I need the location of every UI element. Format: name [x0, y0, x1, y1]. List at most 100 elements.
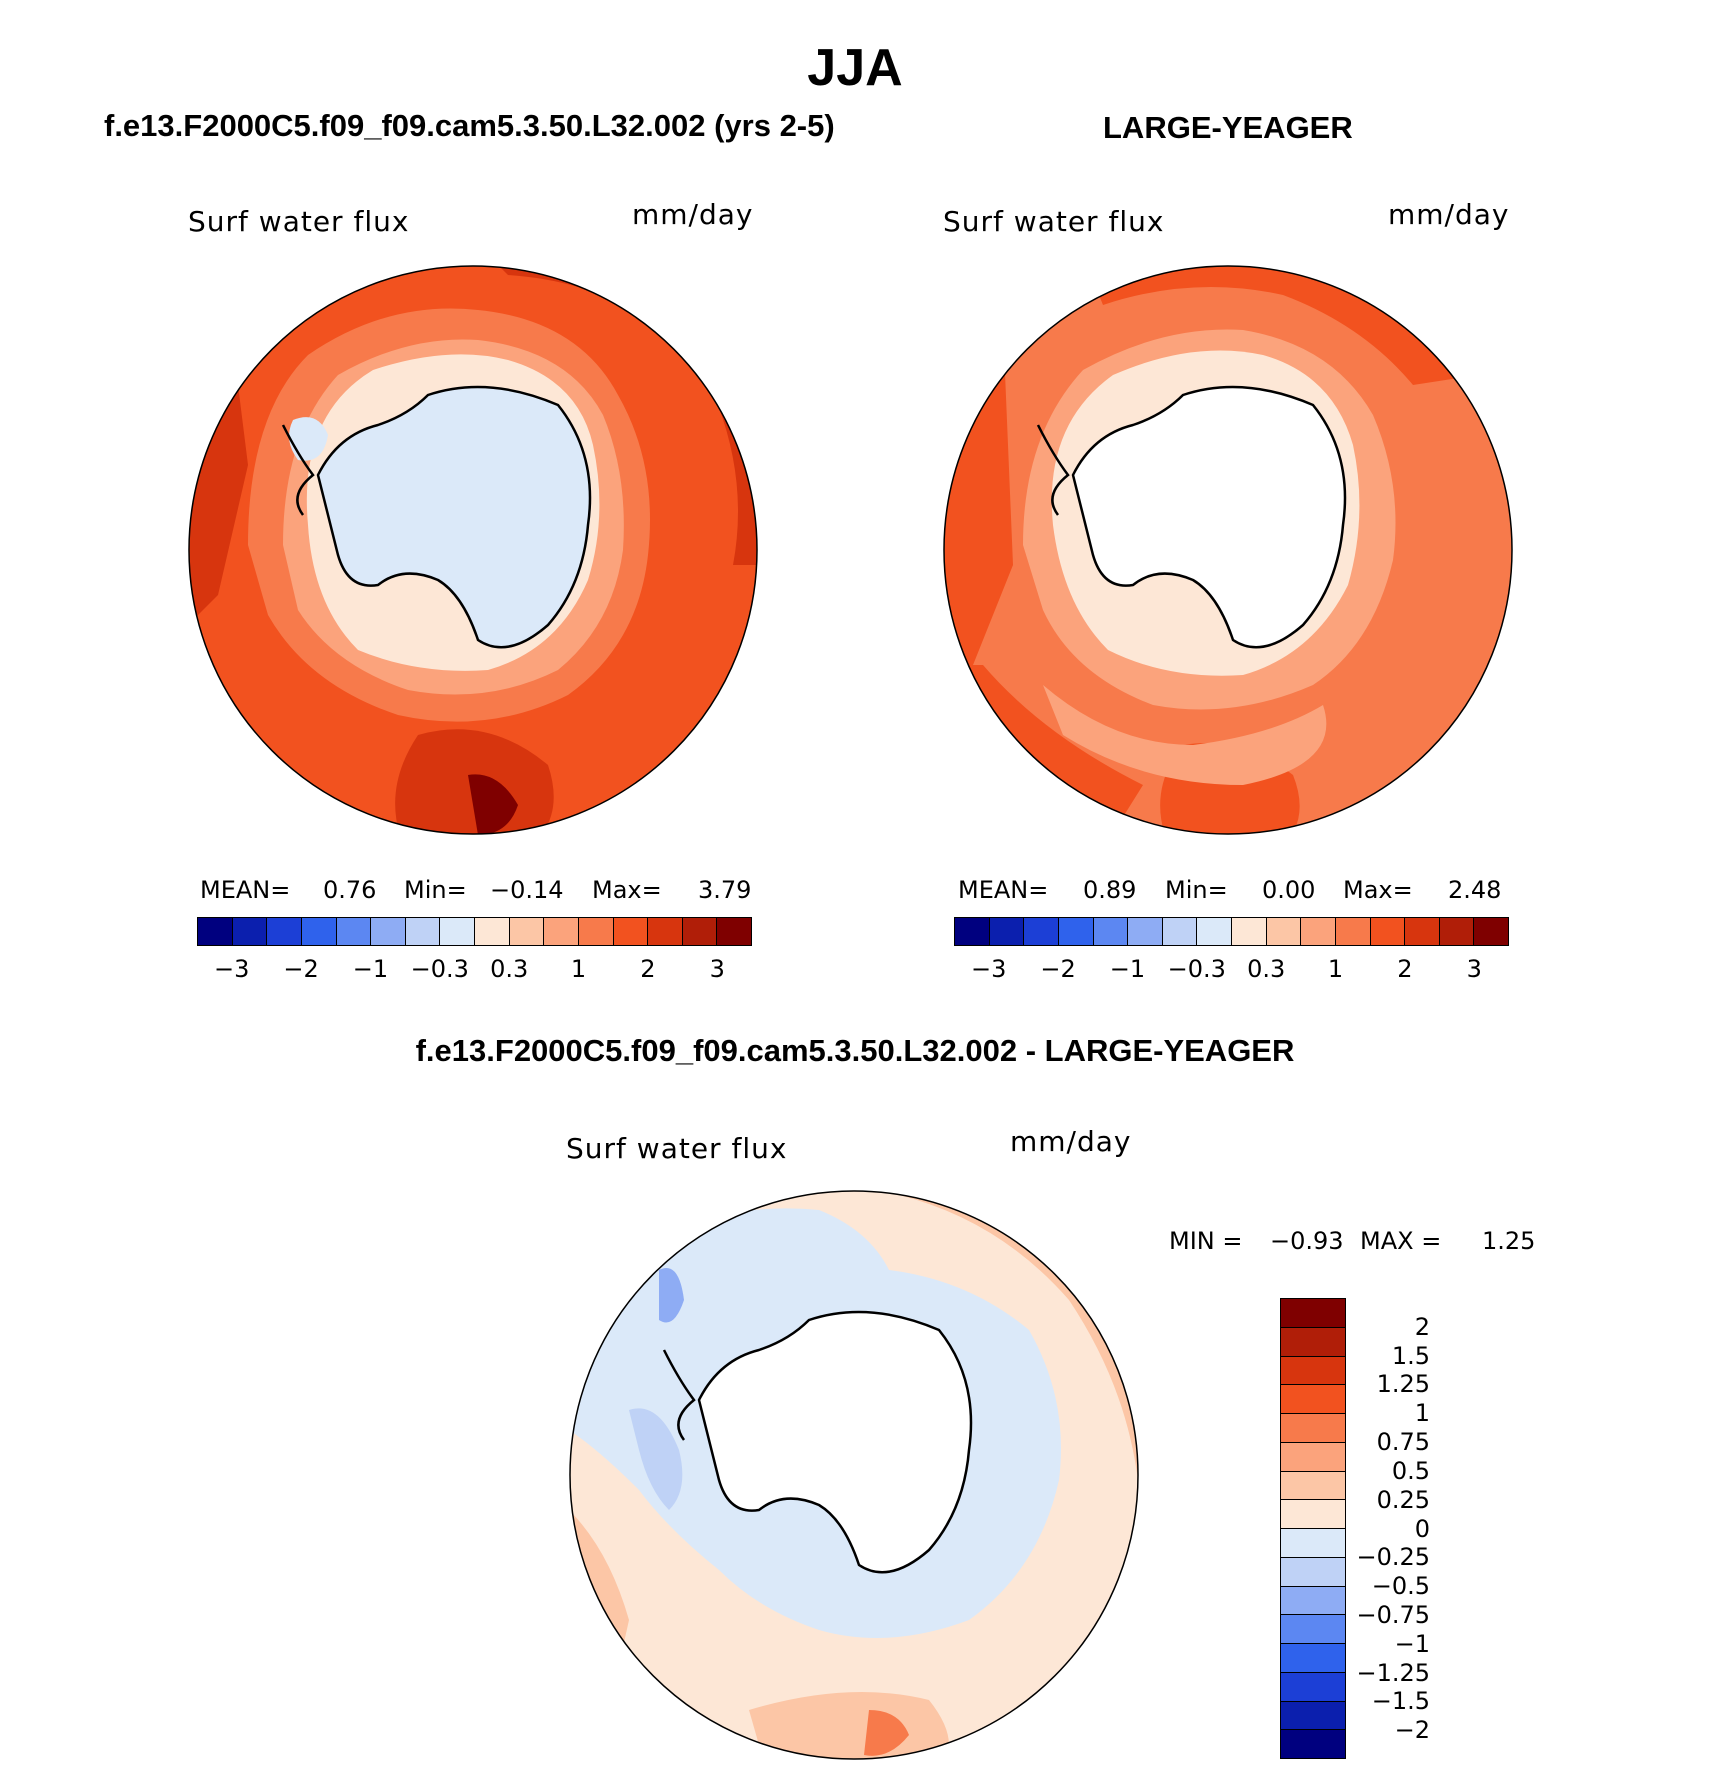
colorbar-swatch	[1281, 1557, 1345, 1587]
colorbar-tick-label: −0.3	[1167, 955, 1226, 983]
colorbar-swatch	[232, 918, 268, 945]
obs-mean-label: MEAN=	[958, 876, 1049, 904]
colorbar-swatch	[1335, 918, 1371, 945]
obs-max-value: 2.48	[1448, 876, 1502, 904]
diff-min-label: MIN =	[1169, 1227, 1243, 1255]
colorbar-swatch	[1281, 1701, 1345, 1731]
colorbar-swatch	[1281, 1672, 1345, 1702]
colorbar-tick-label: −2	[283, 955, 319, 983]
colorbar-swatch	[405, 918, 441, 945]
colorbar-swatch	[1281, 1442, 1345, 1472]
diff-max-label: MAX =	[1360, 1227, 1442, 1255]
colorbar-tick-label: −0.5	[1371, 1572, 1430, 1601]
obs-case-title: LARGE-YEAGER	[1103, 110, 1353, 145]
diff-polar-map	[569, 1190, 1139, 1760]
colorbar-tick-label: 2	[1397, 955, 1413, 983]
obs-units-label: mm/day	[1388, 198, 1510, 231]
colorbar-swatch	[1474, 918, 1508, 945]
colorbar-swatch	[1281, 1500, 1345, 1529]
model-case-title: f.e13.F2000C5.f09_f09.cam5.3.50.L32.002 …	[104, 108, 835, 143]
colorbar-tick-label: 1.5	[1391, 1341, 1430, 1370]
colorbar-swatch	[1281, 1730, 1345, 1758]
colorbar-swatch	[1281, 1644, 1345, 1673]
obs-colorbar	[954, 917, 1509, 946]
colorbar-tick-label: 1	[1327, 955, 1344, 983]
colorbar-tick-label: 3	[709, 955, 725, 983]
colorbar-swatch	[1093, 918, 1129, 945]
colorbar-swatch	[989, 918, 1025, 945]
colorbar-swatch	[1281, 1414, 1345, 1443]
colorbar-swatch	[440, 918, 475, 945]
diff-colorbar	[1280, 1298, 1346, 1759]
colorbar-tick-label: 2	[640, 955, 656, 983]
model-colorbar	[197, 917, 752, 946]
colorbar-swatch	[198, 918, 233, 945]
obs-colorbar-ticks: −3 −2 −1 −0.3 0.3 1 2 3	[954, 955, 1509, 985]
colorbar-swatch	[717, 918, 751, 945]
model-min-label: Min=	[404, 876, 467, 904]
obs-min-value: 0.00	[1262, 876, 1316, 904]
colorbar-swatch	[1439, 918, 1475, 945]
colorbar-swatch	[682, 918, 718, 945]
colorbar-tick-label: 1	[1414, 1399, 1430, 1428]
colorbar-tick-label: −1.5	[1371, 1687, 1430, 1716]
colorbar-tick-label: 0	[1414, 1514, 1430, 1543]
colorbar-swatch	[1370, 918, 1406, 945]
colorbar-swatch	[1281, 1586, 1345, 1616]
diff-colorbar-ticks: 2 1.5 1.25 1 0.75 0.5 0.25 0 −0.25 −0.5 −0.75 −1 −1.…	[1340, 1298, 1440, 1759]
colorbar-swatch	[1281, 1356, 1345, 1386]
colorbar-swatch	[1281, 1385, 1345, 1414]
colorbar-tick-label: −2	[1040, 955, 1076, 983]
colorbar-swatch	[1405, 918, 1440, 945]
colorbar-swatch	[336, 918, 372, 945]
colorbar-swatch	[648, 918, 683, 945]
colorbar-swatch	[1197, 918, 1232, 945]
model-units-label: mm/day	[632, 198, 754, 231]
colorbar-tick-label: −1	[1109, 955, 1146, 983]
colorbar-swatch	[578, 918, 614, 945]
model-polar-map	[188, 265, 758, 835]
colorbar-swatch	[1128, 918, 1163, 945]
diff-max-value: 1.25	[1482, 1227, 1536, 1255]
colorbar-swatch	[1281, 1327, 1345, 1357]
colorbar-swatch	[1232, 918, 1267, 945]
colorbar-tick-label: 0.3	[490, 955, 529, 983]
colorbar-tick-label: 0.25	[1376, 1485, 1430, 1514]
colorbar-tick-label: −1.25	[1356, 1658, 1430, 1687]
colorbar-swatch	[613, 918, 649, 945]
colorbar-tick-label: 0.3	[1247, 955, 1286, 983]
colorbar-swatch	[1024, 918, 1059, 945]
colorbar-swatch	[1058, 918, 1094, 945]
colorbar-tick-label: −3	[970, 955, 1007, 983]
colorbar-tick-label: 2	[1414, 1312, 1430, 1341]
colorbar-swatch	[1266, 918, 1302, 945]
obs-polar-map	[943, 265, 1513, 835]
colorbar-tick-label: −1	[1394, 1629, 1430, 1658]
colorbar-swatch	[1281, 1299, 1345, 1328]
diff-variable-label: Surf water flux	[566, 1132, 788, 1165]
colorbar-tick-label: 3	[1466, 955, 1482, 983]
colorbar-swatch	[475, 918, 510, 945]
model-colorbar-ticks: −3 −2 −1 −0.3 0.3 1 2 3	[197, 955, 752, 985]
diff-case-title: f.e13.F2000C5.f09_f09.cam5.3.50.L32.002 …	[415, 1033, 1295, 1068]
colorbar-swatch	[301, 918, 337, 945]
page-title: JJA	[807, 39, 903, 97]
colorbar-swatch	[1281, 1471, 1345, 1501]
colorbar-tick-label: 1	[570, 955, 587, 983]
colorbar-swatch	[267, 918, 302, 945]
colorbar-tick-label: −0.25	[1356, 1543, 1430, 1572]
colorbar-swatch	[1281, 1615, 1345, 1644]
diff-min-value: −0.93	[1270, 1227, 1344, 1255]
model-mean-label: MEAN=	[200, 876, 291, 904]
model-max-value: 3.79	[698, 876, 752, 904]
colorbar-swatch	[1301, 918, 1336, 945]
model-mean-value: 0.76	[323, 876, 377, 904]
obs-variable-label: Surf water flux	[943, 205, 1165, 238]
colorbar-swatch	[509, 918, 545, 945]
obs-mean-value: 0.89	[1083, 876, 1137, 904]
diff-units-label: mm/day	[1010, 1125, 1132, 1158]
model-variable-label: Surf water flux	[188, 205, 410, 238]
colorbar-tick-label: −2	[1394, 1716, 1430, 1745]
colorbar-tick-label: 0.75	[1376, 1428, 1430, 1457]
colorbar-swatch	[544, 918, 579, 945]
